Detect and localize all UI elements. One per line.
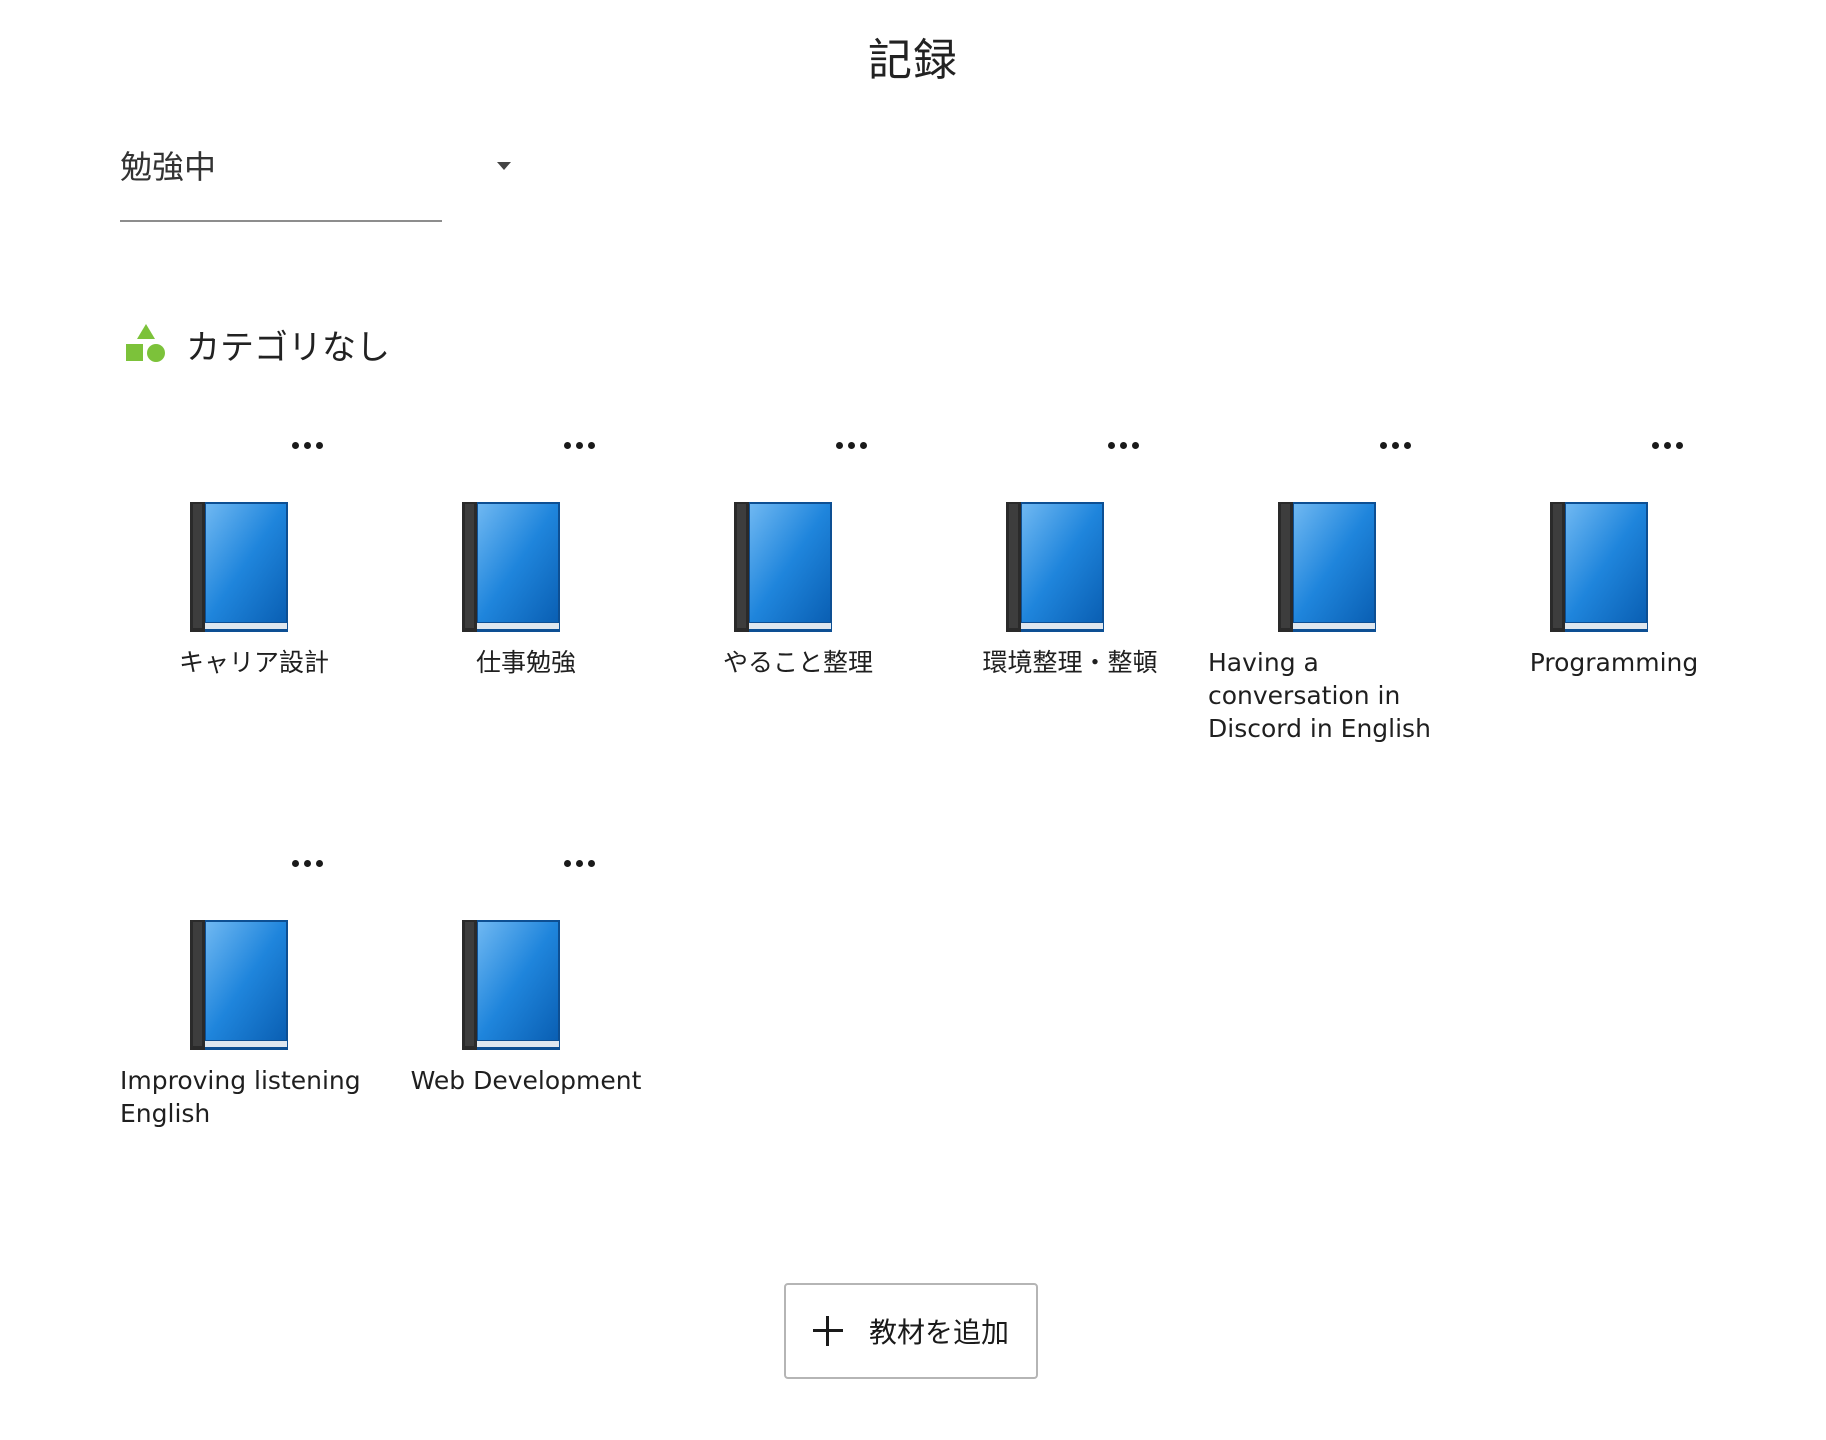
page-title: 記録	[868, 35, 958, 86]
book-card: Improving listening English	[120, 848, 388, 1228]
book-card: 仕事勉強	[392, 430, 660, 810]
book-title[interactable]: Programming	[1529, 648, 1699, 677]
status-filter-select[interactable]: 勉強中	[120, 132, 511, 222]
book-icon[interactable]	[462, 920, 560, 1050]
book-card: キャリア設計	[120, 430, 388, 810]
more-icon[interactable]	[834, 430, 884, 460]
book-title[interactable]: キャリア設計	[178, 648, 329, 677]
book-title[interactable]: Improving listening English	[120, 1066, 361, 1128]
more-icon[interactable]	[290, 848, 340, 878]
plus-icon	[812, 1316, 843, 1346]
category-title: カテゴリなし	[186, 327, 390, 368]
book-icon[interactable]	[734, 502, 832, 632]
book-icon[interactable]	[190, 502, 288, 632]
book-icon[interactable]	[462, 502, 560, 632]
book-title[interactable]: 仕事勉強	[475, 648, 576, 677]
caret-down-icon	[497, 162, 511, 170]
status-filter-value: 勉強中	[120, 148, 217, 186]
more-icon[interactable]	[1106, 430, 1156, 460]
more-icon[interactable]	[562, 848, 612, 878]
book-card: Programming	[1480, 430, 1748, 810]
more-icon[interactable]	[290, 430, 340, 460]
book-title[interactable]: Having a conversation in Discord in Engl…	[1208, 648, 1431, 743]
book-card: やること整理	[664, 430, 932, 810]
add-material-label: 教材を追加	[868, 1316, 1009, 1349]
book-title[interactable]: 環境整理・整頓	[982, 648, 1158, 677]
book-icon[interactable]	[1550, 502, 1648, 632]
category-header: カテゴリなし	[124, 320, 390, 368]
more-icon[interactable]	[562, 430, 612, 460]
book-title[interactable]: やること整理	[722, 648, 873, 677]
book-icon[interactable]	[190, 920, 288, 1050]
book-icon[interactable]	[1278, 502, 1376, 632]
book-card: 環境整理・整頓	[936, 430, 1204, 810]
more-icon[interactable]	[1650, 430, 1700, 460]
book-title[interactable]: Web Development	[410, 1066, 642, 1095]
shapes-icon	[126, 324, 165, 362]
more-icon[interactable]	[1378, 430, 1428, 460]
book-card: Web Development	[392, 848, 660, 1228]
book-card: Having a conversation in Discord in Engl…	[1208, 430, 1476, 810]
add-material-button[interactable]: 教材を追加	[784, 1283, 1038, 1379]
book-icon[interactable]	[1006, 502, 1104, 632]
